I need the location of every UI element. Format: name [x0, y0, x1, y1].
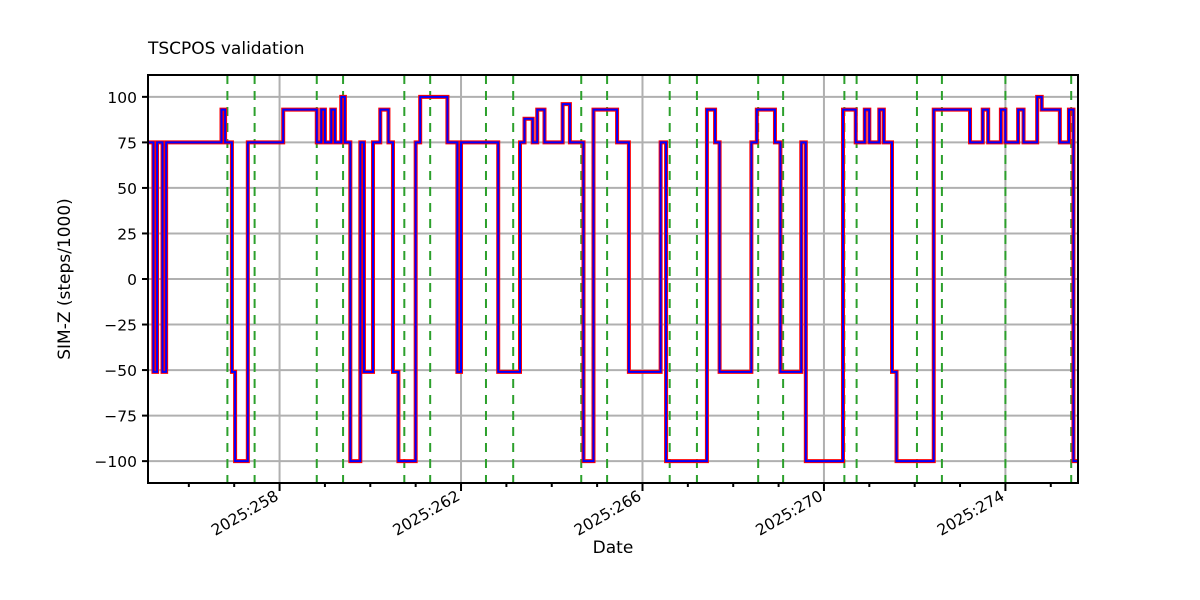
y-tick-label: −100	[94, 453, 137, 471]
y-tick-label: −25	[104, 317, 137, 335]
x-tick-label: 2025:274	[934, 487, 1007, 540]
chart-title: TSCPOS validation	[147, 39, 305, 59]
y-axis-title: SIM-Z (steps/1000)	[55, 198, 75, 360]
y-tick-label: −50	[104, 362, 137, 380]
x-tick-labels: 2025:258 2025:262 2025:266 2025:270 2025:274	[208, 487, 1007, 540]
y-tick-label: 75	[117, 134, 137, 152]
data-series-layer	[148, 94, 1078, 464]
y-tick-label: 0	[127, 271, 137, 289]
y-tick-label: 100	[107, 89, 137, 107]
x-axis-title: Date	[593, 538, 634, 558]
y-tick-label: 25	[117, 225, 137, 243]
vertical-marker-lines	[226, 75, 1073, 483]
x-tick-label: 2025:262	[390, 487, 463, 540]
x-tick-label: 2025:270	[753, 487, 826, 540]
x-tick-label: 2025:258	[208, 487, 281, 540]
y-tick-label: 50	[117, 180, 137, 198]
y-tick-labels: −100 −75 −50 −25 0 25 50 75 100	[94, 89, 137, 471]
series-line-simulation	[148, 95, 1078, 463]
x-tick-label: 2025:266	[571, 487, 644, 540]
plot-frame	[147, 74, 1079, 484]
y-tick-label: −75	[104, 408, 137, 426]
